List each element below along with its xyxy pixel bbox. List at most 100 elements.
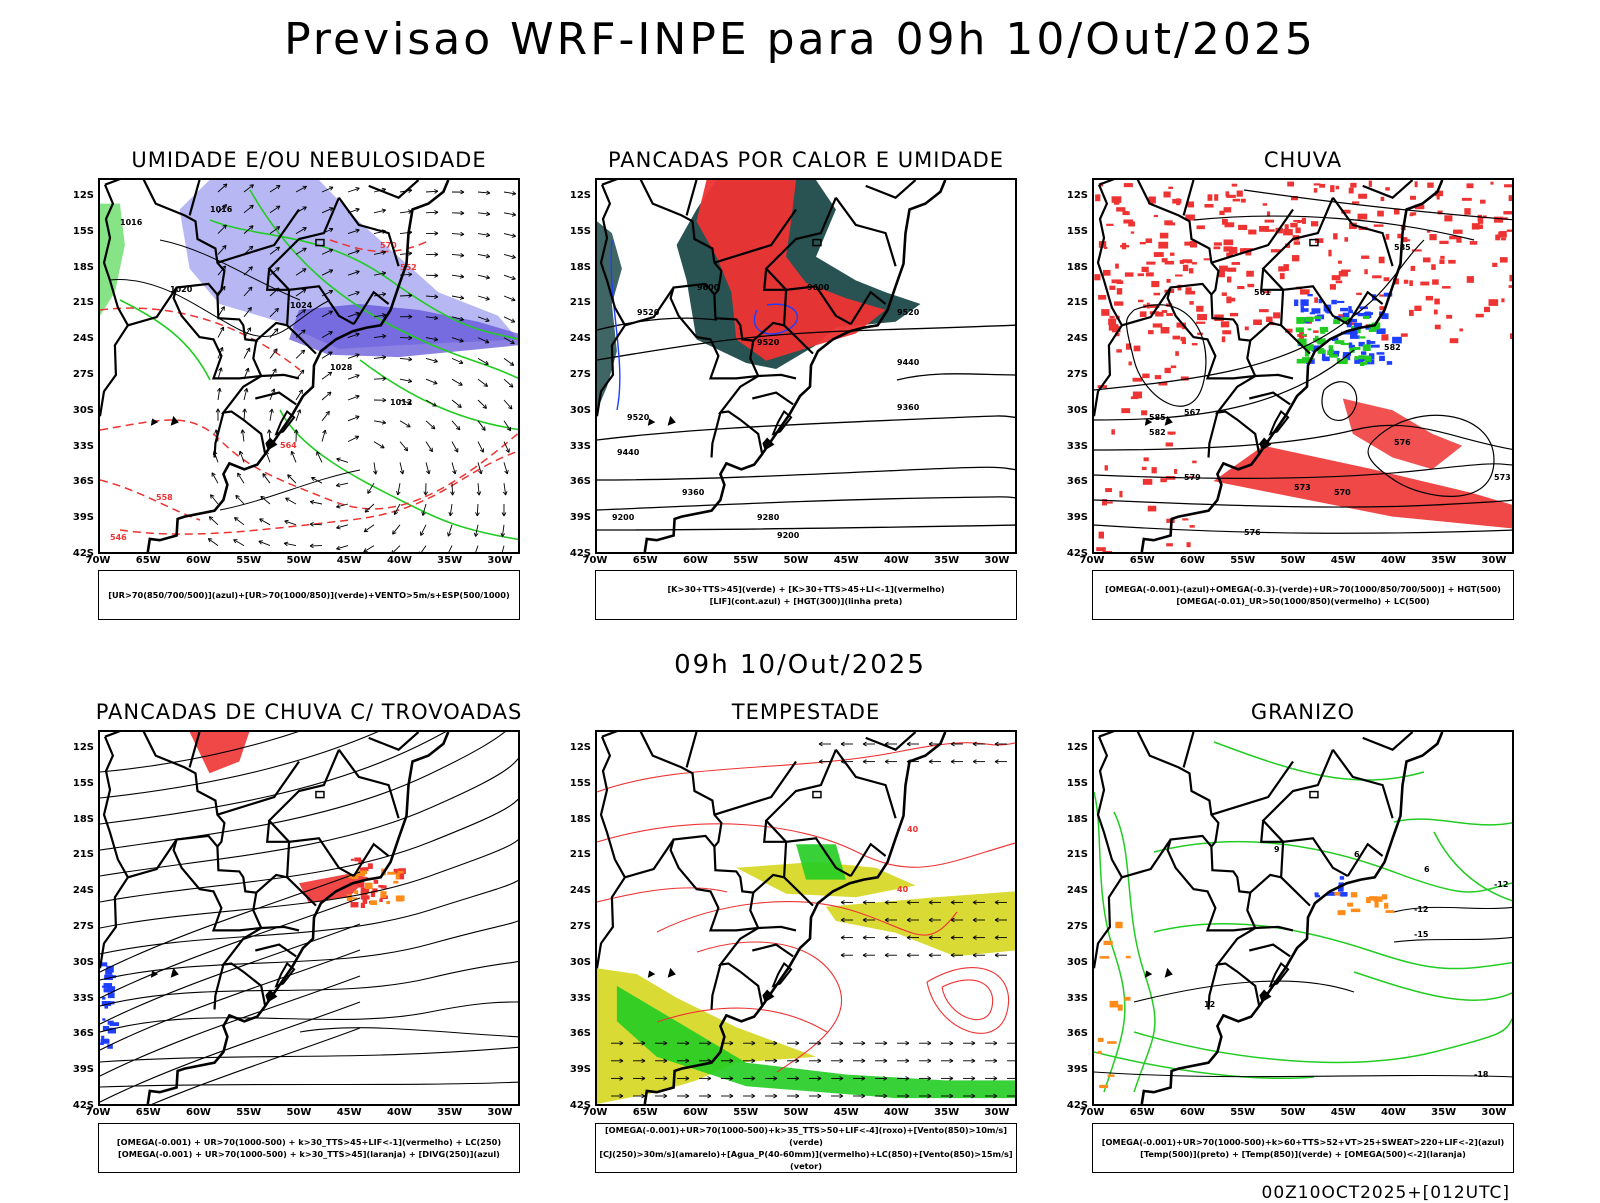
height-contour-label: 9520 — [757, 338, 780, 347]
longitude-tick-label: 45W — [329, 1107, 369, 1118]
height-contour-label: 582 — [1384, 343, 1401, 352]
page-title: Previsao WRF-INPE para 09h 10/Out/2025 — [0, 14, 1600, 65]
longitude-tick-label: 65W — [128, 555, 168, 566]
latitude-tick-label: 36S — [565, 476, 591, 487]
latitude-tick-label: 27S — [1062, 921, 1088, 932]
longitude-tick-label: 40W — [379, 555, 419, 566]
longitude-tick-label: 55W — [726, 1107, 766, 1118]
latitude-tick-label: 39S — [565, 512, 591, 523]
longitude-tick-label: 50W — [1273, 1107, 1313, 1118]
temperature-label: -12 — [1494, 880, 1508, 889]
height-contour-label: 576 — [1244, 528, 1261, 537]
longitude-tick-label: 60W — [178, 1107, 218, 1118]
latitude-tick-label: 33S — [68, 441, 94, 452]
height-contour-label: 585 — [1149, 413, 1166, 422]
height-contour-label: 573 — [1494, 473, 1511, 482]
legend-line: [LIF](cont.azul) + [HGT(300)](linha pret… — [596, 595, 1016, 607]
height-contour-label: 9360 — [897, 403, 920, 412]
panel-title: PANCADAS DE CHUVA C/ TROVOADAS — [58, 700, 560, 724]
longitude-tick-label: 35W — [927, 1107, 967, 1118]
latitude-tick-label: 12S — [1062, 190, 1088, 201]
latitude-tick-label: 30S — [1062, 957, 1088, 968]
panel-title: GRANIZO — [1052, 700, 1554, 724]
latitude-tick-label: 36S — [565, 1028, 591, 1039]
latitude-tick-label: 21S — [68, 849, 94, 860]
panel-legend: [K>30+TTS>45](verde) + [K>30+TTS>45+LI<-… — [595, 570, 1017, 620]
latitude-tick-label: 27S — [1062, 369, 1088, 380]
latitude-tick-label: 18S — [68, 262, 94, 273]
longitude-tick-label: 40W — [876, 555, 916, 566]
longitude-tick-label: 65W — [625, 1107, 665, 1118]
water-contour-label: 40 — [897, 885, 909, 894]
latitude-tick-label: 30S — [565, 957, 591, 968]
legend-line: [OMEGA(-0.001)+UR>70(1000-500)+k>35_TTS>… — [596, 1124, 1016, 1148]
latitude-tick-label: 36S — [1062, 1028, 1088, 1039]
longitude-tick-label: 50W — [776, 1107, 816, 1118]
longitude-tick-label: 70W — [575, 555, 615, 566]
latitude-tick-label: 21S — [565, 849, 591, 860]
legend-line: [OMEGA(-0.001)+UR>70(1000-500)+k>60+TTS>… — [1093, 1136, 1513, 1148]
latitude-tick-label: 24S — [68, 885, 94, 896]
longitude-tick-label: 30W — [977, 1107, 1017, 1118]
latitude-tick-label: 27S — [565, 921, 591, 932]
latitude-tick-label: 33S — [68, 993, 94, 1004]
rain-red-band — [1213, 446, 1512, 529]
latitude-tick-label: 15S — [68, 778, 94, 789]
longitude-tick-label: 60W — [1172, 555, 1212, 566]
basemap-borders — [100, 732, 448, 1104]
height-contour-label: 9280 — [757, 513, 780, 522]
latitude-tick-label: 21S — [68, 297, 94, 308]
longitude-tick-label: 55W — [229, 1107, 269, 1118]
latitude-tick-label: 33S — [565, 993, 591, 1004]
longitude-tick-label: 70W — [78, 555, 118, 566]
latitude-tick-label: 30S — [68, 957, 94, 968]
isobar-label: 1016 — [120, 218, 143, 227]
panel-legend: [OMEGA(-0.001) + UR>70(1000-500) + k>30_… — [98, 1123, 520, 1173]
longitude-tick-label: 70W — [575, 1107, 615, 1118]
legend-line: [UR>70(850/700/500)](azul)+[UR>70(1000/8… — [99, 589, 519, 601]
isobar-label: 1024 — [290, 301, 313, 310]
height-contour-label: 9440 — [897, 358, 920, 367]
height-contour-label: 579 — [1184, 473, 1201, 482]
height-contour-label: 570 — [1334, 488, 1351, 497]
latitude-tick-label: 12S — [1062, 742, 1088, 753]
longitude-tick-label: 35W — [1424, 1107, 1464, 1118]
longitude-tick-label: 70W — [78, 1107, 118, 1118]
longitude-tick-label: 55W — [726, 555, 766, 566]
latitude-tick-label: 30S — [1062, 405, 1088, 416]
longitude-tick-label: 60W — [675, 555, 715, 566]
longitude-tick-label: 30W — [1474, 555, 1514, 566]
longitude-tick-label: 40W — [1373, 1107, 1413, 1118]
legend-line: [K>30+TTS>45](verde) + [K>30+TTS>45+LI<-… — [596, 583, 1016, 595]
height-contour-label: 9520 — [627, 413, 650, 422]
legend-line: [CJ(250)>30m/s](amarelo)+[Agua_P(40-60mm… — [596, 1148, 1016, 1172]
longitude-tick-label: 55W — [1223, 555, 1263, 566]
temperature-label: -15 — [1414, 930, 1429, 939]
panel-legend: [OMEGA(-0.001)-(azul)+OMEGA(-0.3)-(verde… — [1092, 570, 1514, 620]
longitude-tick-label: 55W — [229, 555, 269, 566]
run-info-footer: 00Z10OCT2025+[012UTC] — [1262, 1183, 1510, 1203]
latitude-tick-label: 39S — [1062, 1064, 1088, 1075]
longitude-tick-label: 65W — [625, 555, 665, 566]
latitude-tick-label: 12S — [565, 742, 591, 753]
longitude-tick-label: 70W — [1072, 555, 1112, 566]
latitude-tick-label: 27S — [565, 369, 591, 380]
isobar-label: 1028 — [330, 363, 353, 372]
longitude-tick-label: 45W — [826, 1107, 866, 1118]
map-area — [98, 730, 520, 1106]
longitude-tick-label: 45W — [1323, 1107, 1363, 1118]
panel-legend: [OMEGA(-0.001)+UR>70(1000-500)+k>60+TTS>… — [1092, 1123, 1514, 1173]
longitude-tick-label: 65W — [128, 1107, 168, 1118]
jet-yellow-band-2 — [826, 891, 1015, 956]
longitude-tick-label: 35W — [430, 1107, 470, 1118]
height-contour-label: 567 — [1184, 408, 1201, 417]
legend-line: [OMEGA(-0.001) + UR>70(1000-500) + k>30_… — [99, 1148, 519, 1160]
latitude-tick-label: 24S — [1062, 885, 1088, 896]
